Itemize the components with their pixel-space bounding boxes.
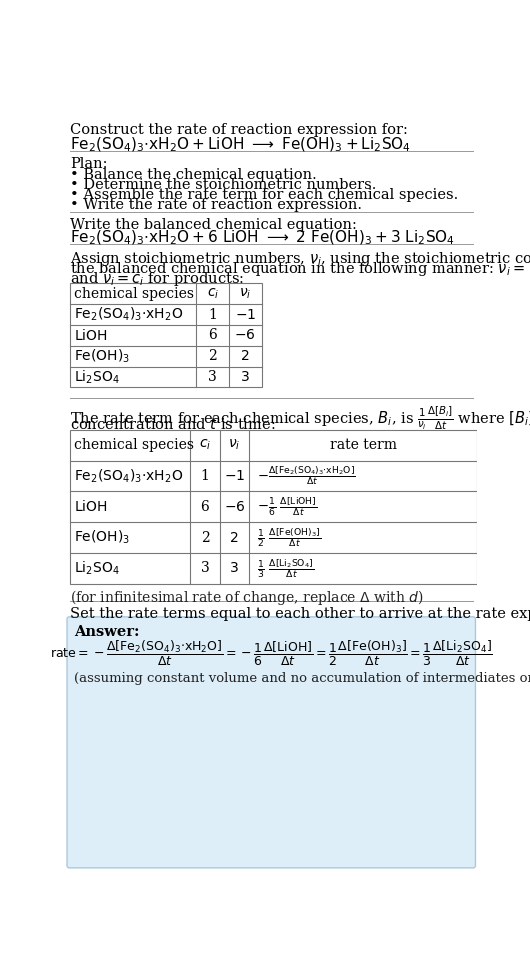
Text: $\mathrm{Fe_2(SO_4)_3{\cdot}xH_2O}$: $\mathrm{Fe_2(SO_4)_3{\cdot}xH_2O}$ [74,305,183,323]
Text: (assuming constant volume and no accumulation of intermediates or side products): (assuming constant volume and no accumul… [74,671,530,684]
Text: Plan:: Plan: [70,157,108,171]
Text: • Write the rate of reaction expression.: • Write the rate of reaction expression. [70,198,362,212]
Text: the balanced chemical equation in the following manner: $\nu_i = -c_i$ for react: the balanced chemical equation in the fo… [70,261,530,278]
Text: $\mathrm{rate} = -\dfrac{\Delta[\mathrm{Fe_2(SO_4)_3{\cdot}xH_2O}]}{\Delta t} = : $\mathrm{rate} = -\dfrac{\Delta[\mathrm{… [50,639,493,669]
Text: $\nu_i$: $\nu_i$ [239,287,251,301]
Text: $\mathrm{Li_2SO_4}$: $\mathrm{Li_2SO_4}$ [74,368,120,386]
Text: 6: 6 [208,328,217,343]
Text: chemical species: chemical species [74,287,194,301]
Text: concentration and $t$ is time:: concentration and $t$ is time: [70,416,276,431]
Text: 3: 3 [230,561,239,575]
Bar [70,283,261,387]
Text: $-1$: $-1$ [235,307,256,322]
Text: Assign stoichiometric numbers, $\nu_i$, using the stoichiometric coefficients, $: Assign stoichiometric numbers, $\nu_i$, … [70,250,530,268]
Text: and $\nu_i = c_i$ for products:: and $\nu_i = c_i$ for products: [70,270,244,288]
Text: $c_i$: $c_i$ [207,287,219,301]
Text: 2: 2 [230,531,239,545]
Text: Set the rate terms equal to each other to arrive at the rate expression:: Set the rate terms equal to each other t… [70,607,530,621]
Text: (for infinitesimal rate of change, replace $\Delta$ with $d$): (for infinitesimal rate of change, repla… [70,589,424,607]
Text: Write the balanced chemical equation:: Write the balanced chemical equation: [70,218,357,232]
Text: rate term: rate term [330,438,396,452]
Text: • Determine the stoichiometric numbers.: • Determine the stoichiometric numbers. [70,178,376,192]
Text: $\nu_i$: $\nu_i$ [228,438,241,452]
Text: $-6$: $-6$ [234,328,256,343]
Text: 3: 3 [208,370,217,384]
Text: $\mathrm{Fe(OH)_3}$: $\mathrm{Fe(OH)_3}$ [74,529,130,547]
Text: 3: 3 [200,561,209,575]
Text: $-\frac{1}{6}\ \frac{\Delta[\mathrm{LiOH}]}{\Delta t}$: $-\frac{1}{6}\ \frac{\Delta[\mathrm{LiOH… [257,496,317,518]
Text: 2: 2 [241,349,250,363]
Text: $\mathrm{LiOH}$: $\mathrm{LiOH}$ [74,500,108,514]
Text: $\frac{1}{3}\ \frac{\Delta[\mathrm{Li_2SO_4}]}{\Delta t}$: $\frac{1}{3}\ \frac{\Delta[\mathrm{Li_2S… [257,557,314,580]
FancyBboxPatch shape [67,617,475,868]
Text: The rate term for each chemical species, $B_i$, is $\frac{1}{\nu_i}\frac{\Delta[: The rate term for each chemical species,… [70,404,530,431]
Text: 6: 6 [200,500,209,513]
Text: 3: 3 [241,370,250,384]
Text: Answer:: Answer: [74,626,139,639]
Text: $\mathrm{LiOH}$: $\mathrm{LiOH}$ [74,328,108,343]
Text: 2: 2 [200,531,209,545]
Text: $\mathrm{Fe_2(SO_4)_3{\cdot}xH_2O + LiOH \ {\longrightarrow}\ Fe(OH)_3 + Li_2SO_: $\mathrm{Fe_2(SO_4)_3{\cdot}xH_2O + LiOH… [70,136,411,154]
Text: $c_i$: $c_i$ [199,438,211,452]
Text: $\mathrm{Fe(OH)_3}$: $\mathrm{Fe(OH)_3}$ [74,347,130,365]
Text: 1: 1 [200,468,209,483]
Text: 1: 1 [208,307,217,322]
Text: • Assemble the rate term for each chemical species.: • Assemble the rate term for each chemic… [70,188,458,202]
Text: $\frac{1}{2}\ \frac{\Delta[\mathrm{Fe(OH)_3}]}{\Delta t}$: $\frac{1}{2}\ \frac{\Delta[\mathrm{Fe(OH… [257,526,321,549]
Text: $-\frac{\Delta[\mathrm{Fe_2(SO_4)_3{\cdot}xH_2O}]}{\Delta t}$: $-\frac{\Delta[\mathrm{Fe_2(SO_4)_3{\cdo… [257,465,356,487]
Text: $-6$: $-6$ [224,500,245,513]
Text: $-1$: $-1$ [224,468,245,483]
Bar [70,429,477,584]
Text: • Balance the chemical equation.: • Balance the chemical equation. [70,168,317,182]
Text: chemical species: chemical species [74,438,194,452]
Text: Construct the rate of reaction expression for:: Construct the rate of reaction expressio… [70,123,408,138]
Text: $\mathrm{Li_2SO_4}$: $\mathrm{Li_2SO_4}$ [74,559,120,577]
Text: 2: 2 [208,349,217,363]
Text: $\mathrm{Fe_2(SO_4)_3{\cdot}xH_2O + 6\ LiOH\ {\longrightarrow}\ 2\ Fe(OH)_3 + 3\: $\mathrm{Fe_2(SO_4)_3{\cdot}xH_2O + 6\ L… [70,228,455,247]
Text: $\mathrm{Fe_2(SO_4)_3{\cdot}xH_2O}$: $\mathrm{Fe_2(SO_4)_3{\cdot}xH_2O}$ [74,468,183,485]
